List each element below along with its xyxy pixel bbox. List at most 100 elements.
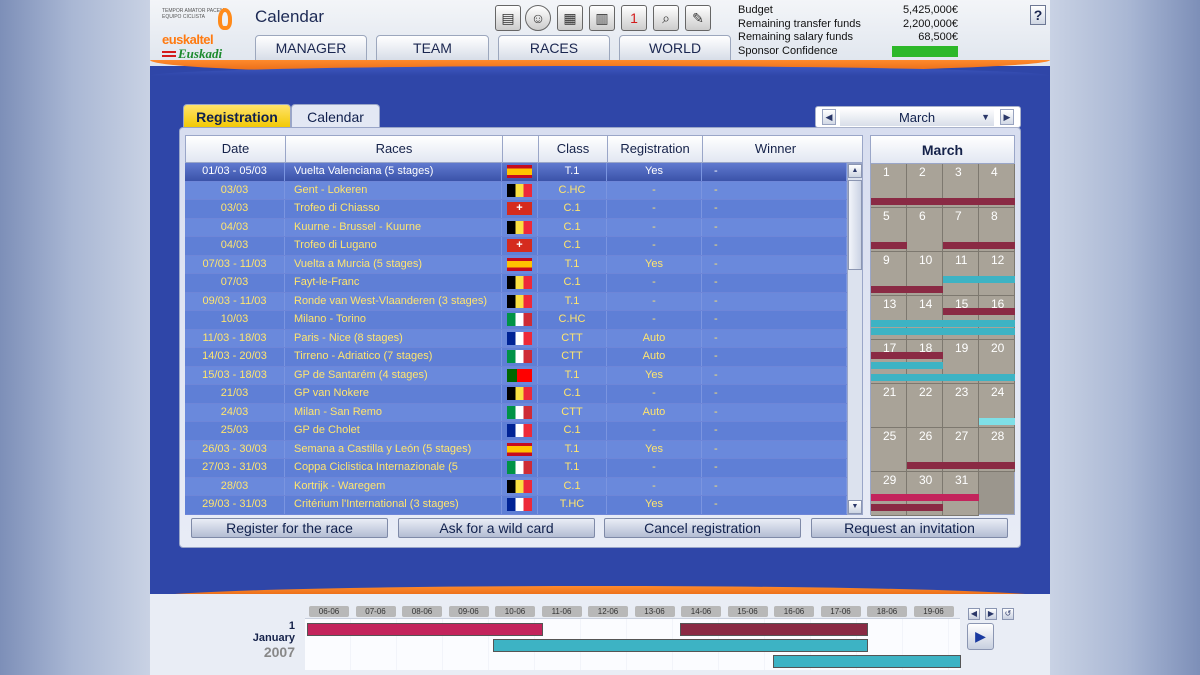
calendar-day-number: 3 <box>955 165 962 179</box>
col-winner[interactable]: Winner <box>754 141 797 156</box>
magnifier-icon[interactable]: ⌕ <box>653 5 679 31</box>
timeline-race-bar[interactable] <box>680 623 868 636</box>
timeline-reset-icon[interactable]: ↺ <box>1002 608 1014 620</box>
table-row[interactable]: 09/03 - 11/03 Ronde van West-Vlaanderen (… <box>185 292 847 311</box>
nav-manager[interactable]: MANAGER <box>255 35 367 61</box>
col-class[interactable]: Class <box>539 136 608 162</box>
calendar-day[interactable]: 22 <box>907 384 943 428</box>
tab-calendar[interactable]: Calendar <box>291 104 380 128</box>
cyclist-avatar-icon[interactable]: ☺ <box>525 5 551 31</box>
timeline-date-label: 10-06 <box>495 606 535 617</box>
race-name: Coppa Ciclistica Internazionale (5 <box>285 459 502 477</box>
wild-card-button[interactable]: Ask for a wild card <box>398 518 595 538</box>
table-row[interactable]: 24/03 Milan - San Remo CTT Auto - <box>185 403 847 422</box>
timeline-next-button[interactable]: ▶ <box>985 608 997 620</box>
calendar-day[interactable]: 21 <box>871 384 907 428</box>
team-logo: TEMPOR AMATOR PACEM · EQUIPO CICLISTA eu… <box>162 8 242 63</box>
calendar-day[interactable]: 6 <box>907 208 943 252</box>
calendar-day[interactable]: 11 <box>943 252 979 296</box>
table-row[interactable]: 21/03 GP van Nokere C.1- - <box>185 385 847 404</box>
race-class: C.HC <box>538 311 607 329</box>
money-icon[interactable]: ▦ <box>557 5 583 31</box>
timeline-date-label: 19-06 <box>913 606 954 617</box>
calendar-day[interactable]: 25 <box>871 428 907 472</box>
race-winner: - <box>702 163 847 181</box>
flag-icon: + <box>502 200 538 218</box>
notebook-icon[interactable]: ▤ <box>495 5 521 31</box>
registration-status: - <box>607 181 702 199</box>
toolbar: ▤ ☺ ▦ ▥ 1 ⌕ ✎ <box>495 3 715 33</box>
race-date: 04/03 <box>185 218 285 236</box>
race-period-bar <box>871 504 943 511</box>
flag-icon <box>502 422 538 440</box>
table-row[interactable]: 01/03 - 05/03 Vuelta Valenciana (5 stages… <box>185 163 847 182</box>
race-name: Vuelta a Murcia (5 stages) <box>285 255 502 273</box>
month-selector[interactable]: ◀ March ▼ ▶ <box>815 106 1021 128</box>
table-row[interactable]: 03/03 Gent - Lokeren C.HC - - <box>185 181 847 200</box>
table-row[interactable]: 07/03 Fayt-le-Franc C.1- - <box>185 274 847 293</box>
notes-icon[interactable]: ✎ <box>685 5 711 31</box>
advance-time-button[interactable]: ▶ <box>967 623 994 650</box>
col-registration[interactable]: Registration <box>608 136 703 162</box>
nav-world[interactable]: WORLD <box>619 35 731 61</box>
next-month-button[interactable]: ▶ <box>1000 109 1014 125</box>
race-period-bar <box>943 276 1015 283</box>
be-flag-icon <box>507 479 532 493</box>
table-row[interactable]: 26/03 - 30/03 Semana a Castilla y León (5… <box>185 440 847 459</box>
col-races[interactable]: Races <box>286 136 503 162</box>
register-race-button[interactable]: Register for the race <box>191 518 388 538</box>
flag-icon <box>502 218 538 236</box>
table-row[interactable]: 03/03 Trofeo di Chiasso + C.1- - <box>185 200 847 219</box>
table-row[interactable]: 15/03 - 18/03 GP de Santarém (4 stages) T.… <box>185 366 847 385</box>
table-row[interactable]: 27/03 - 31/03 Coppa Ciclistica Internazio… <box>185 459 847 478</box>
race-date: 07/03 <box>185 274 285 292</box>
race-name: Critérium l'International (3 stages) <box>285 496 502 514</box>
tab-registration[interactable]: Registration <box>183 104 291 128</box>
col-date[interactable]: Date <box>186 136 286 162</box>
race-name: Paris - Nice (8 stages) <box>285 329 502 347</box>
table-row[interactable]: 07/03 - 11/03 Vuelta a Murcia (5 stages) T… <box>185 255 847 274</box>
nav-team[interactable]: TEAM <box>376 35 489 61</box>
help-button[interactable]: ? <box>1030 5 1046 25</box>
prev-month-button[interactable]: ◀ <box>822 109 836 125</box>
scroll-up-button[interactable]: ▲ <box>848 164 862 178</box>
fr-flag-icon <box>507 424 532 437</box>
calendar-icon[interactable]: 1 <box>621 5 647 31</box>
table-row[interactable]: 25/03 GP de Cholet C.1- - <box>185 422 847 441</box>
newspaper-icon[interactable]: ▥ <box>589 5 615 31</box>
table-row[interactable]: 10/03 Milano - Torino C.HC - - <box>185 311 847 330</box>
race-class: CTT <box>538 403 607 421</box>
calendar-day[interactable]: 12 <box>979 252 1015 296</box>
timeline-date-label: 16-06 <box>774 606 814 617</box>
table-row[interactable]: 29/03 - 31/03 Critérium l'International (… <box>185 496 847 515</box>
timeline-race-bar[interactable] <box>773 655 961 668</box>
table-row[interactable]: 14/03 - 20/03 Tirreno - Adriatico (7 stag… <box>185 348 847 367</box>
nav-races[interactable]: RACES <box>498 35 610 61</box>
calendar-day-number: 9 <box>883 253 890 267</box>
race-class: C.1 <box>538 200 607 218</box>
table-scrollbar[interactable]: ▲ ▼ <box>847 163 863 515</box>
timeline-date-label: 07-06 <box>355 606 396 617</box>
table-row[interactable]: 28/03 Kortrijk - Waregem C.1- - <box>185 477 847 496</box>
timeline-prev-button[interactable]: ◀ <box>968 608 980 620</box>
race-class: C.1 <box>538 274 607 292</box>
month-select-value[interactable]: March <box>840 108 994 126</box>
calendar-day-number: 29 <box>883 473 897 487</box>
table-row[interactable]: 04/03 Kuurne - Brussel - Kuurne C.1- - <box>185 218 847 237</box>
race-winner: - <box>702 274 847 292</box>
table-row[interactable]: 11/03 - 18/03 Paris - Nice (8 stages) CTT A… <box>185 329 847 348</box>
flag-icon <box>502 385 538 403</box>
budget-panel: Budget 5,425,000€ Remaining transfer fun… <box>734 4 962 59</box>
scroll-thumb[interactable] <box>848 180 862 270</box>
race-winner: - <box>702 348 847 366</box>
calendar-day[interactable]: 23 <box>943 384 979 428</box>
timeline-race-bar[interactable] <box>493 639 868 652</box>
timeline-race-bar[interactable] <box>307 623 543 636</box>
scroll-down-button[interactable]: ▼ <box>848 500 862 514</box>
table-row[interactable]: 04/03 Trofeo di Lugano + C.1- - <box>185 237 847 256</box>
cancel-registration-button[interactable]: Cancel registration <box>604 518 801 538</box>
race-winner: - <box>702 200 847 218</box>
race-name: Gent - Lokeren <box>285 181 502 199</box>
chevron-down-icon[interactable]: ▼ <box>981 112 990 122</box>
request-invitation-button[interactable]: Request an invitation <box>811 518 1008 538</box>
